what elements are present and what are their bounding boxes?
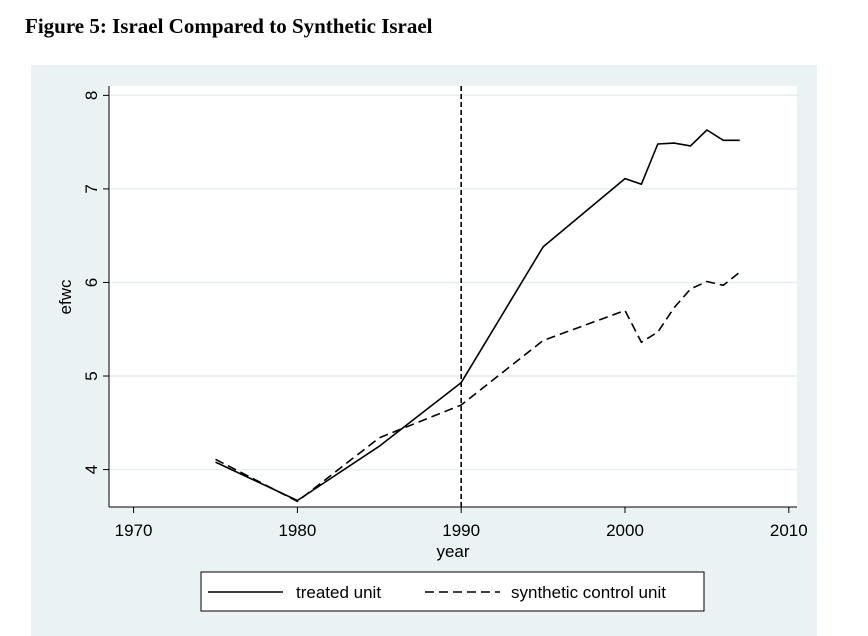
y-tick-label: 5 [82, 371, 101, 380]
figure-title: Figure 5: Israel Compared to Synthetic I… [25, 14, 433, 38]
legend: treated unit synthetic control unit [200, 571, 705, 612]
series-lines [215, 129, 741, 503]
legend-label-synthetic: synthetic control unit [511, 583, 666, 602]
y-tick-label: 4 [82, 465, 101, 474]
x-tick-label: 2000 [606, 521, 644, 540]
x-axis-ticks: 1970 1980 1990 2000 2010 [115, 507, 808, 540]
y-axis-label: efwc [56, 279, 75, 314]
axes [108, 86, 797, 508]
x-tick-label: 1990 [442, 521, 480, 540]
plot-area [109, 86, 797, 507]
y-tick-label: 7 [82, 184, 101, 193]
x-tick-label: 1970 [115, 521, 153, 540]
x-axis-label: year [436, 542, 469, 561]
grid-lines [109, 94, 797, 471]
x-tick-label: 2010 [770, 521, 808, 540]
x-tick-label: 1980 [278, 521, 316, 540]
series-line-treated [215, 129, 740, 502]
y-axis-ticks: 4 5 6 7 8 [82, 91, 109, 474]
y-tick-label: 6 [82, 278, 101, 287]
series-line-synthetic [215, 271, 741, 503]
legend-label-treated: treated unit [296, 583, 381, 602]
y-tick-label: 8 [82, 91, 101, 100]
legend-box [200, 571, 705, 612]
